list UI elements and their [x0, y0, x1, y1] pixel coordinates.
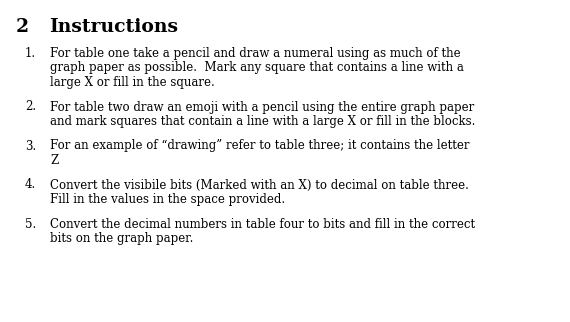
Text: For an example of “drawing” refer to table three; it contains the letter: For an example of “drawing” refer to tab… [50, 139, 470, 153]
Text: 4.: 4. [25, 178, 36, 192]
Text: Convert the visibile bits (Marked with an X) to decimal on table three.: Convert the visibile bits (Marked with a… [50, 178, 469, 192]
Text: 2.: 2. [25, 100, 36, 113]
Text: and mark squares that contain a line with a large X or fill in the blocks.: and mark squares that contain a line wit… [50, 115, 475, 128]
Text: Fill in the values in the space provided.: Fill in the values in the space provided… [50, 193, 285, 206]
Text: 2: 2 [16, 18, 29, 36]
Text: 5.: 5. [25, 217, 36, 231]
Text: Convert the decimal numbers in table four to bits and fill in the correct: Convert the decimal numbers in table fou… [50, 217, 475, 231]
Text: large X or fill in the square.: large X or fill in the square. [50, 76, 215, 89]
Text: 1.: 1. [25, 47, 36, 60]
Text: For table one take a pencil and draw a numeral using as much of the: For table one take a pencil and draw a n… [50, 47, 461, 60]
Text: Z: Z [50, 154, 58, 167]
Text: Instructions: Instructions [49, 18, 178, 36]
Text: bits on the graph paper.: bits on the graph paper. [50, 232, 194, 245]
Text: graph paper as possible.  Mark any square that contains a line with a: graph paper as possible. Mark any square… [50, 62, 464, 74]
Text: 3.: 3. [25, 139, 36, 153]
Text: For table two draw an emoji with a pencil using the entire graph paper: For table two draw an emoji with a penci… [50, 100, 474, 113]
